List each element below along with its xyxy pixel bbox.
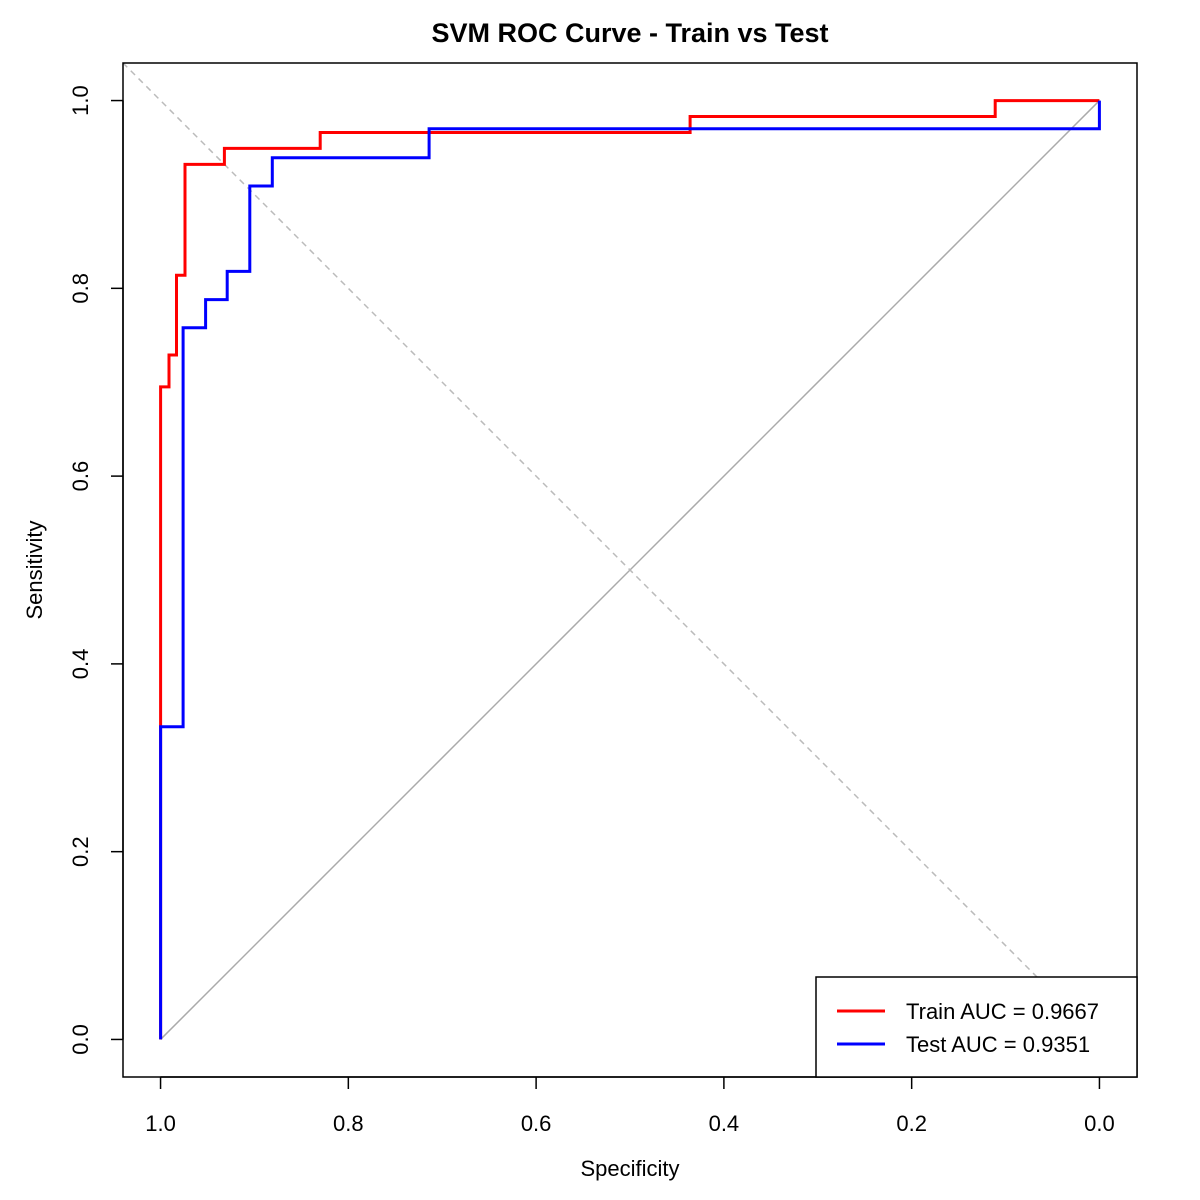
legend-label-train: Train AUC = 0.9667	[906, 999, 1099, 1024]
legend-box	[815, 976, 1138, 1078]
x-tick-label: 0.6	[521, 1111, 552, 1136]
y-tick-label: 0.2	[68, 836, 93, 867]
x-tick-label: 0.8	[333, 1111, 364, 1136]
y-tick-label: 0.6	[68, 461, 93, 492]
x-axis: 1.0 0.8 0.6 0.4 0.2 0.0	[145, 1076, 1115, 1136]
x-tick-label: 0.4	[709, 1111, 740, 1136]
reference-line-anti-diagonal	[122, 62, 1138, 1078]
roc-series-train	[159, 99, 1100, 1040]
x-tick-label: 1.0	[145, 1111, 176, 1136]
chart-title: SVM ROC Curve - Train vs Test	[431, 18, 828, 48]
y-tick-label: 1.0	[68, 85, 93, 116]
y-tick-label: 0.8	[68, 273, 93, 304]
x-tick-label: 0.2	[896, 1111, 927, 1136]
y-axis-label: Sensitivity	[22, 520, 47, 619]
x-tick-label: 0.0	[1084, 1111, 1115, 1136]
plot-area	[122, 62, 1138, 1078]
y-tick-label: 0.0	[68, 1024, 93, 1055]
y-axis: 0.0 0.2 0.4 0.6 0.8 1.0	[68, 85, 124, 1055]
x-axis-label: Specificity	[580, 1156, 679, 1181]
y-tick-label: 0.4	[68, 649, 93, 680]
roc-series-test	[159, 100, 1101, 1040]
legend: Train AUC = 0.9667 Test AUC = 0.9351	[815, 976, 1138, 1078]
legend-label-test: Test AUC = 0.9351	[906, 1032, 1090, 1057]
